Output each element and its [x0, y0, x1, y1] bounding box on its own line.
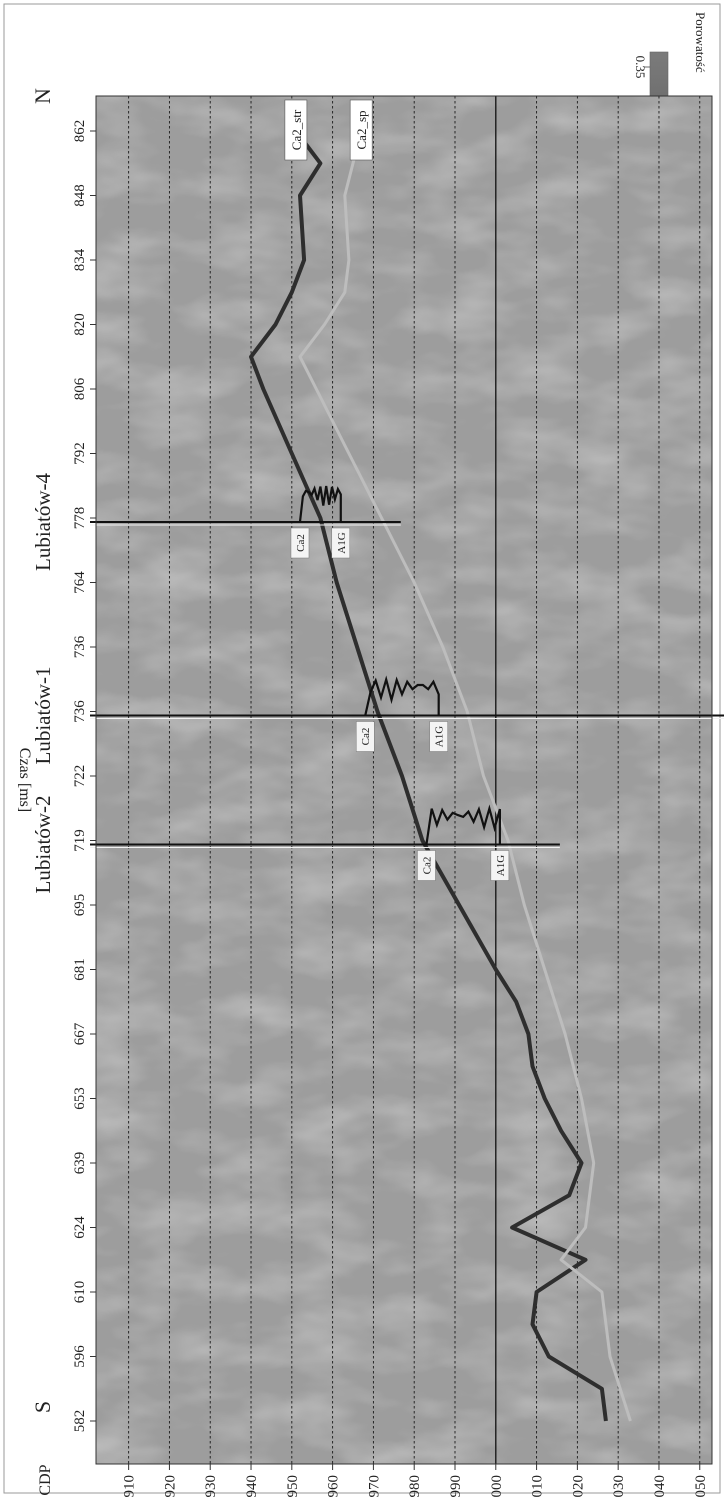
well-1: Ca2 A1G [90, 804, 560, 881]
direction-end: N [30, 88, 55, 104]
cdp-tick-label-15: 792 [72, 442, 88, 465]
time-tick-label-2040: 2040 [652, 1475, 668, 1497]
time-tick-label-1940: 1940 [244, 1475, 260, 1497]
well-names: Lubiatów-2 Lubiatów-1 Lubiatów-4 [31, 473, 55, 894]
time-tick-label-2030: 2030 [611, 1475, 627, 1497]
cdp-tick-label-4: 639 [72, 1152, 88, 1175]
direction-start: S [30, 1401, 55, 1413]
colorbar-label: Porowatość [693, 12, 708, 73]
cdp-tick-label-7: 681 [72, 958, 88, 981]
horizon-label-box [349, 99, 373, 161]
cdp-tick-label-0: 582 [72, 1410, 88, 1433]
horizon-label-ca2-str: Ca2_str [284, 99, 308, 161]
marker-text: Ca2 [421, 857, 433, 875]
marker-text: Ca2 [360, 728, 372, 746]
horizon-label-text: Ca2_sp [354, 111, 369, 150]
well-tracks: Ca2 A1G Ca2 A1G Ca2 A1G [90, 485, 724, 881]
time-tick-label-1960: 1960 [326, 1475, 342, 1497]
plot-frame [95, 95, 713, 1465]
cdp-tick-label-10: 722 [72, 765, 88, 788]
time-tick-label-1920: 1920 [162, 1475, 178, 1497]
marker-box [490, 850, 510, 881]
cdp-tick-label-2: 610 [72, 1281, 88, 1304]
figure-border [3, 3, 721, 1494]
time-tick-label-1910: 1910 [122, 1475, 138, 1497]
time-tick-label-1930: 1930 [203, 1475, 219, 1497]
cdp-tick-label-5: 653 [72, 1087, 88, 1110]
well-name-1: Lubiatów-2 [31, 796, 55, 894]
cdp-axis: 582 596 610 624 639 653 667 681 695 719 722 736 736 7… [72, 120, 96, 1433]
well-marker-ca2: Ca2 [290, 527, 310, 559]
well-porosity-log [298, 485, 342, 523]
cdp-tick-label-1: 596 [72, 1345, 88, 1368]
time-tick-label-1980: 1980 [407, 1475, 423, 1497]
horizon-lines: Ca2_str Ca2_sp [249, 99, 632, 1422]
time-tick-label-1990: 1990 [448, 1475, 464, 1497]
marker-text: A1G [495, 855, 507, 876]
plot-area: Ca2_str Ca2_sp Ca2 A1G Ca2 A1G Ca2 A1G [90, 95, 724, 1465]
well-marker-a1g: A1G [429, 721, 448, 752]
cdp-tick-label-19: 848 [72, 184, 88, 207]
cdp-tick-label-6: 667 [72, 1022, 88, 1045]
marker-text: A1G [434, 726, 446, 747]
well-name-2: Lubiatów-1 [31, 667, 55, 765]
time-axis: 1910 1920 1930 1940 1950 1960 1970 1980 1990 2000… [122, 1464, 709, 1497]
well-marker-ca2: Ca2 [417, 850, 436, 881]
well-name-3: Lubiatów-4 [31, 473, 55, 571]
time-tick-label-2020: 2020 [570, 1475, 586, 1497]
well-porosity-log [364, 675, 440, 716]
cdp-tick-label-17: 820 [72, 313, 88, 336]
marker-text: A1G [336, 532, 348, 553]
marker-box [331, 527, 351, 559]
well-marker-a1g: A1G [490, 850, 510, 881]
well-marker-a1g: A1G [331, 527, 351, 559]
cdp-tick-label-12: 736 [72, 635, 88, 658]
horizon-label-box [284, 99, 308, 161]
cdp-tick-label-9: 719 [72, 829, 88, 852]
horizon-ca2-sp [298, 130, 632, 1422]
time-tick-label-1950: 1950 [285, 1475, 301, 1497]
well-2: Ca2 A1G [90, 675, 724, 752]
cdp-tick-label-11: 736 [72, 700, 88, 723]
horizon-ca2-str [249, 129, 608, 1422]
cdp-tick-label-8: 695 [72, 894, 88, 917]
time-tick-label-2010: 2010 [530, 1475, 546, 1497]
cdp-tick-label-18: 834 [72, 248, 88, 271]
marker-box [290, 527, 310, 559]
marker-box [417, 850, 436, 881]
cdp-tick-label-14: 778 [72, 507, 88, 530]
cdp-tick-label-20: 862 [72, 120, 88, 143]
well-3: Ca2 A1G [90, 485, 401, 559]
well-marker-ca2: Ca2 [355, 721, 375, 752]
colorbar-tick-label-0: 0.35 [633, 56, 648, 79]
time-tick-label-2000: 2000 [489, 1475, 505, 1497]
horizon-label-text: Ca2_str [289, 109, 304, 150]
time-tick-label-2050: 2050 [693, 1475, 709, 1497]
cdp-tick-label-16: 806 [72, 377, 88, 400]
well-porosity-log [425, 804, 501, 845]
cdp-axis-title: CDP [37, 1464, 54, 1495]
marker-box [429, 721, 448, 752]
time-axis-title: Czas [ms] [16, 748, 33, 812]
marker-box [355, 721, 375, 752]
cdp-tick-label-13: 764 [72, 571, 88, 594]
cdp-tick-label-3: 624 [72, 1216, 88, 1239]
time-tick-label-1970: 1970 [366, 1475, 382, 1497]
horizon-label-ca2-sp: Ca2_sp [349, 99, 373, 161]
marker-text: Ca2 [295, 534, 307, 552]
